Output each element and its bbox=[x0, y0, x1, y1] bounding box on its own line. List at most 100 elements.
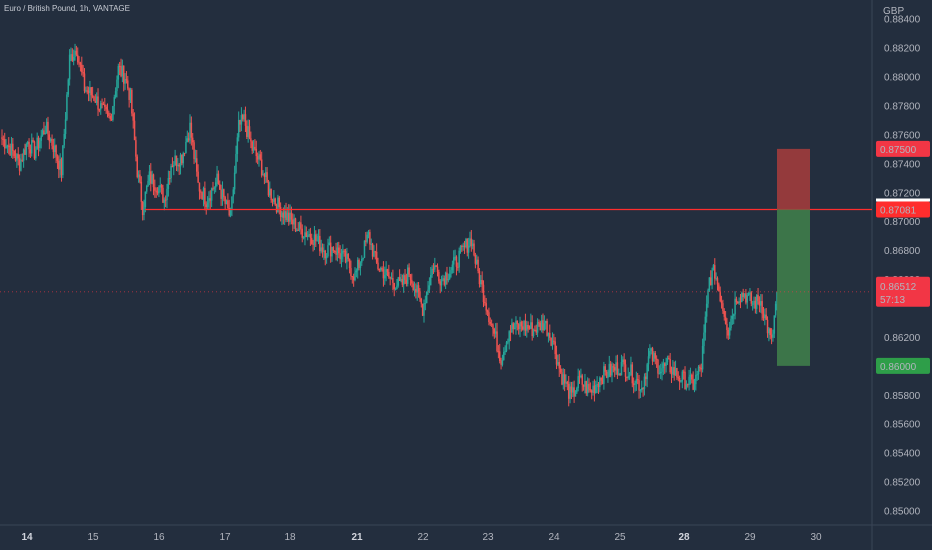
resistance-price-badge-text: 0.87081 bbox=[880, 205, 917, 216]
candle-body bbox=[578, 376, 581, 378]
candle-body bbox=[55, 145, 57, 157]
candle-body bbox=[577, 376, 579, 389]
candle-body bbox=[136, 156, 139, 178]
candle-body bbox=[210, 188, 213, 201]
candle-body bbox=[735, 298, 738, 303]
candle-body bbox=[329, 242, 332, 257]
y-tick-label: 0.88400 bbox=[884, 15, 921, 26]
candle-body bbox=[122, 65, 125, 84]
candle-body bbox=[317, 235, 320, 241]
candle-body bbox=[440, 279, 443, 286]
candle-body bbox=[774, 303, 777, 316]
candle-body bbox=[205, 204, 207, 208]
candle-body bbox=[686, 384, 689, 386]
candle-body bbox=[266, 172, 268, 183]
candle-body bbox=[85, 90, 87, 92]
candle-body bbox=[58, 160, 60, 170]
candle-body bbox=[214, 182, 217, 188]
candle-body bbox=[106, 109, 109, 113]
take-profit-zone[interactable] bbox=[777, 209, 810, 366]
x-tick-label: 16 bbox=[153, 532, 165, 543]
candle-body bbox=[691, 374, 693, 380]
candle-body bbox=[35, 149, 37, 159]
candle-body bbox=[524, 321, 527, 331]
candle-body bbox=[252, 146, 255, 151]
candle-body bbox=[388, 271, 390, 278]
candle-body bbox=[289, 212, 291, 222]
candle-body bbox=[592, 385, 594, 393]
candle-body bbox=[761, 301, 763, 314]
candle-body bbox=[766, 319, 769, 334]
x-tick-label: 22 bbox=[417, 532, 429, 543]
candle-body bbox=[574, 392, 577, 397]
current-price-badge bbox=[876, 276, 930, 307]
candle-body bbox=[175, 155, 178, 167]
candle-body bbox=[173, 165, 175, 168]
candle-body bbox=[420, 298, 423, 304]
candle-body bbox=[113, 97, 116, 107]
candle-body bbox=[190, 122, 193, 138]
candle-body bbox=[466, 239, 469, 253]
candle-body bbox=[773, 315, 776, 334]
candle-body bbox=[402, 275, 405, 285]
x-tick-label: 25 bbox=[614, 532, 626, 543]
candle-body bbox=[182, 152, 184, 164]
candle-body bbox=[572, 387, 574, 393]
candle-body bbox=[398, 277, 401, 281]
candle-body bbox=[5, 147, 7, 149]
candle-body bbox=[63, 133, 65, 146]
candle-body bbox=[680, 381, 682, 383]
candle-body bbox=[723, 310, 726, 317]
candle-body bbox=[703, 332, 705, 347]
candle-body bbox=[643, 376, 646, 390]
candle-body bbox=[94, 101, 97, 103]
candle-body bbox=[186, 138, 189, 143]
candle-body bbox=[332, 247, 335, 252]
candle-body bbox=[269, 188, 271, 196]
symbol-label: Euro / British Pound, 1h, VANTAGE bbox=[4, 4, 130, 13]
candle-body bbox=[477, 259, 479, 272]
candle-body bbox=[427, 289, 429, 293]
candle-body bbox=[304, 232, 306, 238]
candle-body bbox=[1, 137, 3, 139]
y-tick-label: 0.87200 bbox=[884, 188, 921, 199]
candle-body bbox=[585, 381, 588, 394]
candle-body bbox=[104, 104, 106, 107]
candle-body bbox=[371, 243, 374, 257]
candle-body bbox=[500, 361, 502, 365]
candle-body bbox=[762, 313, 765, 319]
candle-body bbox=[448, 273, 451, 279]
candle-body bbox=[757, 295, 759, 302]
candle-body bbox=[392, 278, 394, 283]
candle-body bbox=[684, 371, 686, 389]
candle-body bbox=[653, 353, 655, 362]
candle-body bbox=[532, 329, 535, 336]
y-tick-label: 0.88200 bbox=[884, 44, 921, 55]
candle-body bbox=[79, 62, 82, 65]
stop-loss-zone[interactable] bbox=[777, 148, 810, 210]
candle-body bbox=[623, 359, 625, 365]
candle-body bbox=[160, 185, 163, 188]
candle-body bbox=[163, 199, 166, 203]
candle-body bbox=[361, 259, 363, 263]
candle-body bbox=[47, 121, 49, 135]
candle-body bbox=[344, 251, 347, 263]
y-tick-label: 0.86200 bbox=[884, 333, 921, 344]
candle-body bbox=[382, 269, 385, 279]
candle-body bbox=[91, 95, 94, 97]
candle-body bbox=[185, 142, 187, 154]
candle-body bbox=[742, 292, 744, 298]
candle-body bbox=[189, 122, 191, 141]
candle-body bbox=[81, 64, 83, 73]
candle-body bbox=[732, 314, 735, 316]
candle-body bbox=[697, 366, 700, 375]
candle-body bbox=[485, 303, 487, 311]
candle-body bbox=[718, 284, 720, 292]
candle-body bbox=[121, 65, 124, 77]
candle-body bbox=[124, 78, 126, 84]
candle-body bbox=[6, 145, 9, 148]
candle-body bbox=[262, 174, 264, 176]
candle-body bbox=[250, 138, 252, 142]
